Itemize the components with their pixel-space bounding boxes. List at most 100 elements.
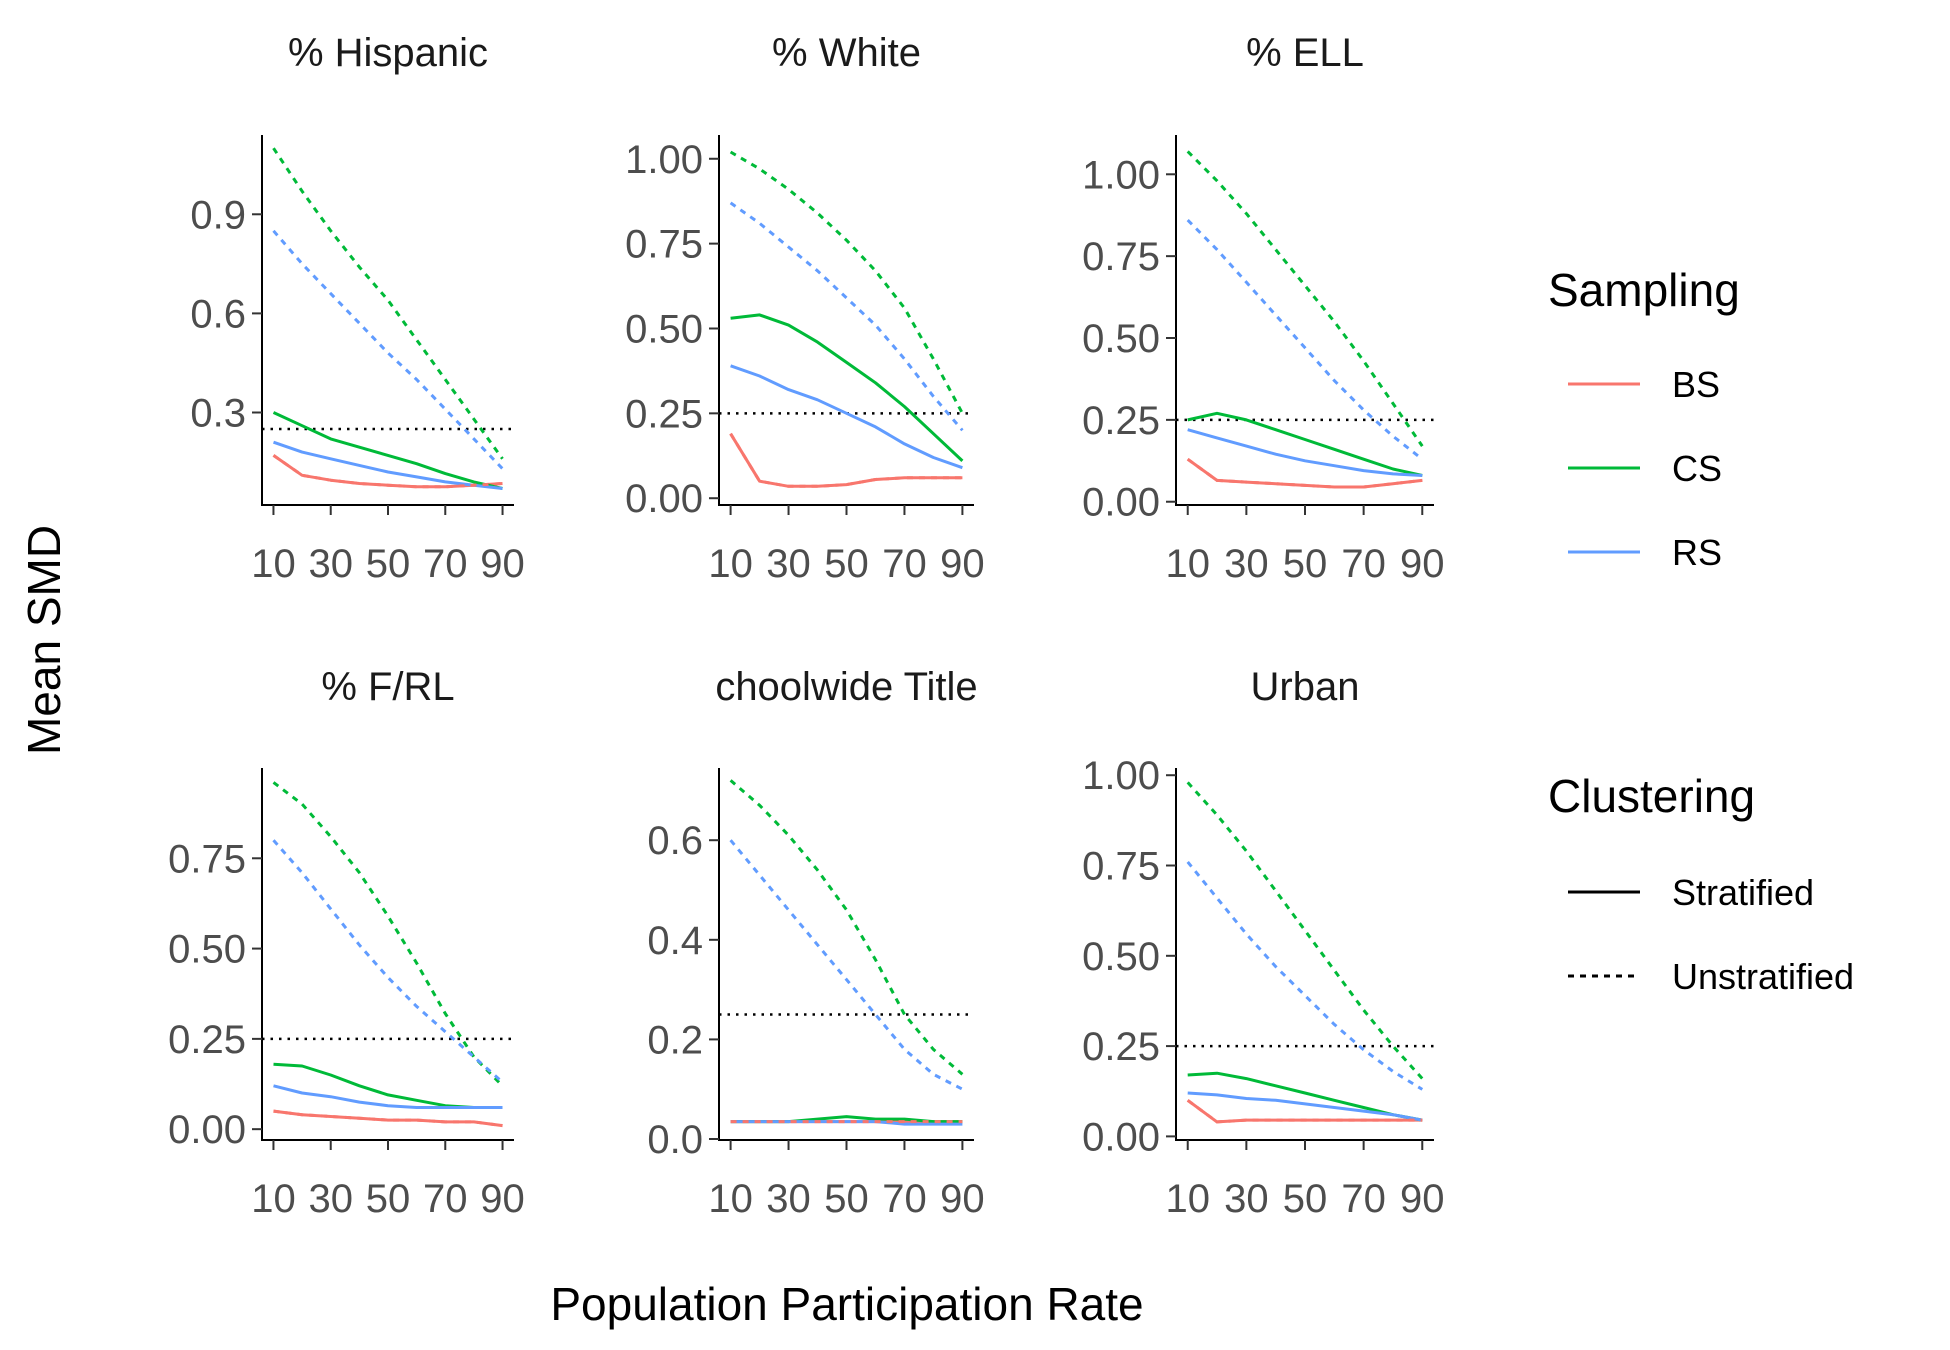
series-line-cs-stratified — [273, 1062, 503, 1109]
legend-label-rs: RS — [1672, 532, 1722, 573]
series-line-bs-unstratified — [729, 432, 963, 488]
panel-title: % F/RL — [321, 665, 454, 709]
x-tick-label: 70 — [882, 542, 927, 586]
series-line-bs-stratified — [729, 432, 963, 488]
x-tick-label: 30 — [766, 1177, 811, 1221]
x-tick-label: 90 — [480, 1177, 525, 1221]
x-tick-label: 10 — [1165, 1177, 1210, 1221]
panel-title: Urban — [1251, 665, 1360, 709]
y-tick-label: 0.25 — [1082, 399, 1160, 443]
x-tick-label: 30 — [308, 1177, 353, 1221]
x-tick-label: 30 — [1224, 542, 1269, 586]
x-tick-label: 50 — [824, 542, 869, 586]
series-line-cs-unstratified — [272, 147, 504, 460]
series-line-cs-stratified — [1187, 411, 1423, 477]
x-tick-label: 10 — [251, 542, 296, 586]
y-tick-label: 0.75 — [1082, 235, 1160, 279]
series-line-rs-stratified — [273, 1084, 503, 1109]
y-tick-label: 0.00 — [625, 477, 703, 521]
legend-clustering-title: Clustering — [1548, 770, 1755, 822]
y-tick-label: 0.0 — [647, 1118, 703, 1162]
y-tick-label: 0.25 — [1082, 1025, 1160, 1069]
x-tick-label: 70 — [882, 1177, 927, 1221]
y-tick-label: 0.00 — [168, 1108, 246, 1152]
series-line-bs-unstratified — [1186, 1099, 1423, 1124]
series-line-rs-unstratified — [272, 229, 504, 470]
series-line-cs-stratified — [272, 411, 503, 490]
x-tick-label: 50 — [366, 1177, 411, 1221]
x-tick-label: 90 — [1400, 542, 1445, 586]
legend-clustering-items: Stratified Unstratified — [1568, 872, 1854, 997]
y-tick-label: 0.25 — [625, 392, 703, 436]
series-line-rs-unstratified — [1186, 219, 1424, 461]
y-tick-label: 0.25 — [168, 1018, 246, 1062]
legend-label-unstratified: Unstratified — [1672, 956, 1854, 997]
y-axis-title: Mean SMD — [18, 525, 70, 755]
y-tick-label: 1.00 — [1082, 153, 1160, 197]
x-tick-label: 70 — [1341, 1177, 1386, 1221]
series-line-rs-unstratified — [729, 201, 964, 432]
series-line-rs-stratified — [273, 440, 503, 490]
legend-sampling-title: Sampling — [1548, 264, 1740, 316]
y-tick-label: 0.2 — [647, 1018, 703, 1062]
x-tick-label: 50 — [1283, 1177, 1328, 1221]
series-line-cs-stratified — [730, 313, 964, 462]
legend-label-bs: BS — [1672, 364, 1720, 405]
y-tick-label: 0.50 — [1082, 317, 1160, 361]
y-tick-label: 0.4 — [647, 919, 703, 963]
panel-title: % White — [772, 31, 921, 75]
y-tick-label: 0.00 — [1082, 481, 1160, 525]
x-tick-label: 30 — [308, 542, 353, 586]
legend-label-cs: CS — [1672, 448, 1722, 489]
panel-title: % Hispanic — [288, 31, 488, 75]
y-tick-label: 0.75 — [1082, 845, 1160, 889]
series-line-bs-unstratified — [273, 1109, 503, 1128]
x-tick-label: 10 — [708, 542, 753, 586]
x-tick-label: 50 — [824, 1177, 869, 1221]
series-line-cs-unstratified — [729, 779, 964, 1076]
series-line-bs-unstratified — [1186, 457, 1423, 489]
series-line-cs-unstratified — [272, 781, 504, 1087]
legend-sampling-items: BS CS RS — [1568, 364, 1722, 573]
panel-title: % ELL — [1246, 31, 1364, 75]
series-line-rs-unstratified — [729, 839, 964, 1091]
y-tick-label: 0.75 — [625, 223, 703, 267]
series-line-rs-stratified — [1187, 1091, 1423, 1122]
series-line-cs-unstratified — [1186, 781, 1424, 1080]
series-line-bs-unstratified — [272, 454, 503, 489]
series-line-rs-stratified — [730, 364, 963, 470]
x-tick-label: 10 — [1165, 542, 1210, 586]
series-line-rs-stratified — [1187, 428, 1423, 477]
x-tick-label: 90 — [480, 542, 525, 586]
panel-2: % White 0.00 0.25 0.50 0.75 1.00 10 30 50 70 90 — [625, 31, 985, 586]
y-tick-label: 0.3 — [190, 392, 246, 436]
x-tick-label: 30 — [1224, 1177, 1269, 1221]
y-tick-label: 0.75 — [168, 837, 246, 881]
x-tick-label: 50 — [1283, 542, 1328, 586]
panel-title: choolwide Title — [715, 665, 977, 709]
y-tick-label: 0.50 — [1082, 935, 1160, 979]
series-line-bs-stratified — [273, 1109, 503, 1128]
x-tick-label: 70 — [1341, 542, 1386, 586]
y-tick-label: 1.00 — [1082, 754, 1160, 798]
y-tick-label: 0.6 — [190, 292, 246, 336]
x-tick-label: 10 — [708, 1177, 753, 1221]
y-tick-label: 0.00 — [1082, 1115, 1160, 1159]
panel-4: % F/RL 0.00 0.25 0.50 0.75 10 30 50 70 90 — [168, 665, 525, 1221]
x-tick-label: 50 — [366, 542, 411, 586]
legend-sampling: Sampling BS CS RS — [1548, 264, 1740, 573]
y-tick-label: 0.6 — [647, 819, 703, 863]
legend-label-stratified: Stratified — [1672, 872, 1814, 913]
series-line-cs-unstratified — [1186, 150, 1424, 447]
x-axis-title: Population Participation Rate — [550, 1278, 1143, 1330]
series-line-cs-unstratified — [729, 150, 964, 415]
y-tick-label: 0.50 — [625, 307, 703, 351]
panel-3: % ELL 0.00 0.25 0.50 0.75 1.00 10 30 50 70 90 — [1082, 31, 1444, 586]
x-tick-label: 30 — [766, 542, 811, 586]
x-tick-label: 70 — [423, 1177, 468, 1221]
y-tick-label: 0.9 — [190, 193, 246, 237]
x-tick-label: 70 — [423, 542, 468, 586]
series-line-rs-unstratified — [1186, 860, 1424, 1091]
